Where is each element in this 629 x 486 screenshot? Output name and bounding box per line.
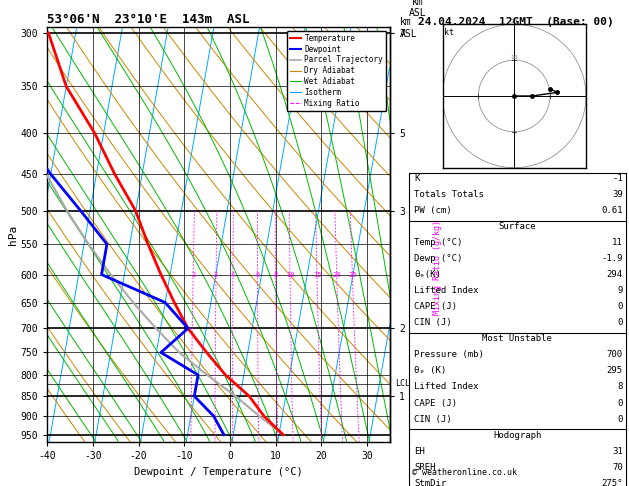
Text: PW (cm): PW (cm) [414, 206, 452, 215]
Text: 53°06'N  23°10'E  143m  ASL: 53°06'N 23°10'E 143m ASL [47, 13, 250, 26]
Text: K: K [414, 174, 420, 183]
Text: 275°: 275° [601, 479, 623, 486]
Text: Temp (°C): Temp (°C) [414, 238, 462, 247]
Text: 39: 39 [612, 190, 623, 199]
Text: 2: 2 [191, 272, 195, 278]
Text: © weatheronline.co.uk: © weatheronline.co.uk [412, 468, 517, 477]
Text: CAPE (J): CAPE (J) [414, 302, 457, 312]
Text: 4: 4 [231, 272, 235, 278]
Text: CIN (J): CIN (J) [414, 318, 452, 328]
Text: 0.61: 0.61 [601, 206, 623, 215]
Text: SREH: SREH [414, 463, 435, 472]
Text: 0: 0 [617, 415, 623, 424]
Text: 70: 70 [612, 463, 623, 472]
Text: Lifted Index: Lifted Index [414, 286, 479, 295]
Text: CAPE (J): CAPE (J) [414, 399, 457, 408]
Text: kt: kt [444, 28, 454, 37]
Text: Mixing Ratio (g/kg): Mixing Ratio (g/kg) [433, 220, 442, 315]
Text: EH: EH [414, 447, 425, 456]
Text: StmDir: StmDir [414, 479, 446, 486]
Text: -1.9: -1.9 [601, 254, 623, 263]
Text: θₑ (K): θₑ (K) [414, 366, 446, 376]
Text: 6: 6 [255, 272, 260, 278]
Text: θₑ(K): θₑ(K) [414, 270, 441, 279]
Text: Lifted Index: Lifted Index [414, 382, 479, 392]
Legend: Temperature, Dewpoint, Parcel Trajectory, Dry Adiabat, Wet Adiabat, Isotherm, Mi: Temperature, Dewpoint, Parcel Trajectory… [287, 31, 386, 111]
Text: Dewp (°C): Dewp (°C) [414, 254, 462, 263]
Text: Surface: Surface [499, 222, 536, 231]
Text: 294: 294 [606, 270, 623, 279]
Text: 700: 700 [606, 350, 623, 360]
Text: 8: 8 [274, 272, 278, 278]
Text: 20: 20 [511, 19, 518, 24]
Text: Totals Totals: Totals Totals [414, 190, 484, 199]
Text: 9: 9 [617, 286, 623, 295]
Text: 24.04.2024  12GMT  (Base: 00): 24.04.2024 12GMT (Base: 00) [418, 17, 614, 27]
Text: 15: 15 [313, 272, 321, 278]
Text: Most Unstable: Most Unstable [482, 334, 552, 344]
Y-axis label: hPa: hPa [8, 225, 18, 244]
Text: Pressure (mb): Pressure (mb) [414, 350, 484, 360]
Text: 0: 0 [617, 399, 623, 408]
Text: 3: 3 [214, 272, 218, 278]
Text: -1: -1 [612, 174, 623, 183]
Text: LCL: LCL [396, 379, 411, 388]
Text: 20: 20 [333, 272, 341, 278]
Text: 10: 10 [511, 55, 518, 60]
Text: 295: 295 [606, 366, 623, 376]
Text: km
ASL: km ASL [409, 0, 426, 18]
Text: 0: 0 [617, 318, 623, 328]
Text: 0: 0 [617, 302, 623, 312]
Text: 11: 11 [612, 238, 623, 247]
Text: km
ASL: km ASL [399, 17, 417, 38]
Text: CIN (J): CIN (J) [414, 415, 452, 424]
Text: 25: 25 [348, 272, 357, 278]
Text: 10: 10 [286, 272, 294, 278]
Text: Hodograph: Hodograph [493, 431, 542, 440]
Text: 8: 8 [617, 382, 623, 392]
X-axis label: Dewpoint / Temperature (°C): Dewpoint / Temperature (°C) [134, 467, 303, 477]
Text: 31: 31 [612, 447, 623, 456]
